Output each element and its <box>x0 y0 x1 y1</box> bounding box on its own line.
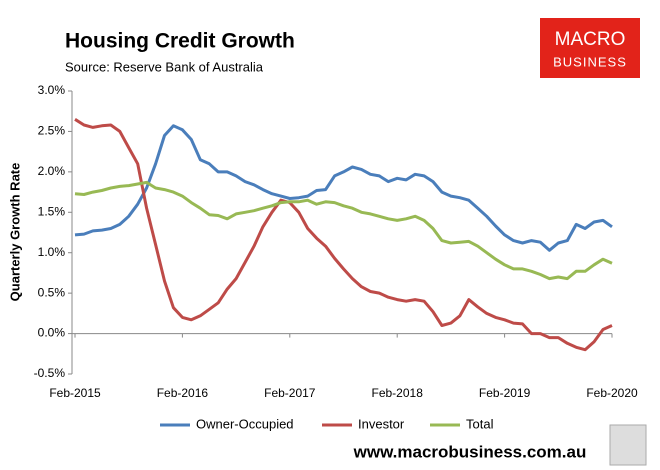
y-tick-label: 2.0% <box>38 164 66 178</box>
x-tick-label: Feb-2020 <box>586 386 638 400</box>
chart-subtitle: Source: Reserve Bank of Australia <box>65 59 264 74</box>
y-axis-label: Quarterly Growth Rate <box>7 163 22 302</box>
series-line <box>74 124 613 252</box>
y-tick-label: 1.5% <box>38 204 66 218</box>
series-line <box>74 118 613 352</box>
logo-text: MACRO <box>555 29 626 50</box>
footer-icon <box>609 424 647 466</box>
x-tick-label: Feb-2018 <box>372 386 424 400</box>
series-line <box>74 180 613 281</box>
logo-box <box>540 18 640 78</box>
y-tick-label: 3.0% <box>38 83 66 97</box>
legend-label: Investor <box>358 416 405 431</box>
x-tick-label: Feb-2015 <box>49 386 101 400</box>
x-tick-label: Feb-2019 <box>479 386 531 400</box>
x-tick-label: Feb-2017 <box>264 386 316 400</box>
y-tick-label: 0.0% <box>38 326 66 340</box>
logo-text: BUSINESS <box>553 54 627 69</box>
y-tick-label: 1.0% <box>38 245 66 259</box>
footer-url: www.macrobusiness.com.au <box>353 442 587 461</box>
x-tick-label: Feb-2016 <box>157 386 209 400</box>
chart-title: Housing Credit Growth <box>65 30 295 53</box>
legend-label: Owner-Occupied <box>196 416 294 431</box>
y-tick-label: -0.5% <box>34 366 66 380</box>
legend-label: Total <box>466 416 494 431</box>
y-tick-label: 2.5% <box>38 124 66 138</box>
y-tick-label: 0.5% <box>38 285 66 299</box>
